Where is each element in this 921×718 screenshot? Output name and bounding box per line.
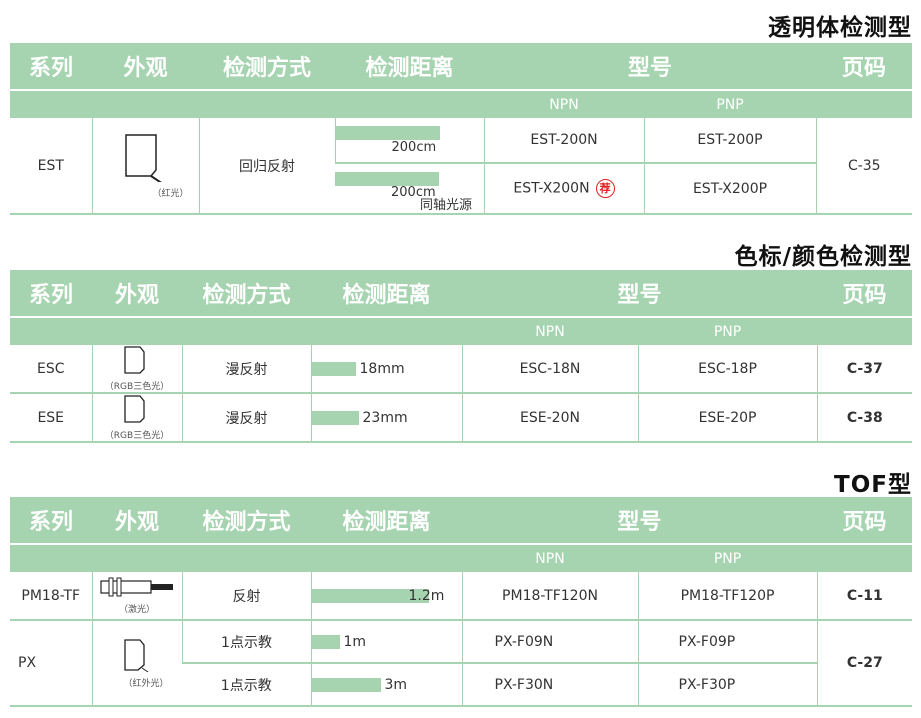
header-npn: NPN — [462, 544, 638, 572]
sensor-icon — [124, 638, 149, 672]
method-cell: 反射 — [181, 572, 311, 621]
npn-model: EST-X200N — [513, 180, 590, 197]
distance-bar — [335, 172, 439, 186]
table-row: ESC （RGB三色光） 漫反射 18mm ESC-18N ESC-18P C-… — [10, 345, 913, 394]
series-cell: PX — [10, 620, 92, 707]
distance-bar — [311, 361, 356, 376]
pnp-model: EST-200P — [643, 118, 817, 164]
distance-bar — [311, 677, 381, 692]
pnp-model: ESE-20P — [637, 393, 818, 443]
header-pnp: PNP — [644, 90, 817, 118]
page-cell: C-37 — [816, 345, 913, 394]
sensor-image: （RGB三色光） — [91, 393, 182, 443]
header-page: 页码 — [816, 43, 913, 91]
header-look: 外观 — [92, 497, 182, 545]
series-cell: ESE — [10, 393, 92, 443]
light-label: （激光） — [118, 605, 155, 615]
est-table: 系列 外观 检测方式 检测距离 型号 页码 NPN PNP EST （红光） 回… — [10, 43, 913, 215]
light-label: （RGB三色光） — [104, 382, 170, 392]
section-title: TOF型 — [834, 472, 912, 498]
distance-value: 200cm — [391, 140, 437, 155]
npn-model: PM18-TF120N — [461, 572, 638, 621]
header-model: 型号 — [484, 43, 817, 91]
method-cell: 1点示教 — [181, 620, 311, 664]
header-distance: 检测距离 — [335, 43, 484, 91]
distance-value: 1m — [343, 633, 367, 650]
distance-value: 23mm — [362, 409, 408, 426]
sensor-image: （RGB三色光） — [91, 345, 182, 394]
recommended-badge: 荐 — [595, 179, 615, 198]
header-npn: NPN — [484, 90, 644, 118]
distance-bar — [311, 634, 340, 649]
light-label: （红外光） — [123, 678, 169, 689]
npn-model: EST-200N — [483, 118, 644, 164]
light-label: （RGB三色光） — [104, 431, 170, 441]
table-row: 1点示教 3m PX-F30N PX-F30P — [10, 663, 912, 707]
header-look: 外观 — [92, 43, 199, 91]
section-title: 色标/颜色检测型 — [734, 244, 912, 270]
page-cell: C-11 — [816, 572, 913, 621]
series-cell: ESC — [10, 345, 92, 394]
table-row: PM18-TF （激光） 反射 1.2m PM18-TF120N PM18-TF… — [10, 572, 913, 621]
npn-model: PX-F30N — [461, 663, 638, 707]
light-label: （红光） — [152, 189, 189, 199]
pnp-model: PM18-TF120P — [637, 572, 818, 621]
distance-bar — [311, 410, 359, 425]
page-cell: C-38 — [816, 393, 913, 443]
sensor-image: （红光） — [91, 118, 199, 215]
sensor-icon — [124, 395, 145, 423]
table-row: PX （红外光） 1点示教 1m PX-F09N PX-F09P C-27 — [10, 620, 913, 707]
header-look: 外观 — [92, 270, 182, 318]
header-pnp: PNP — [638, 317, 818, 345]
header-method: 检测方式 — [182, 497, 311, 545]
table-row: 200cm 同轴光源 EST-X200N 荐 EST-X200P — [10, 163, 912, 215]
table-row: EST （红光） 回归反射 200cm EST-200N EST-200P C-… — [10, 118, 913, 215]
header-npn: NPN — [462, 317, 638, 345]
distance-bar — [335, 126, 440, 140]
pnp-model: PX-F30P — [637, 663, 818, 707]
npn-model: ESE-20N — [461, 393, 638, 443]
distance-value: 18mm — [359, 360, 405, 377]
table-row: ESE （RGB三色光） 漫反射 23mm ESE-20N ESE-20P C-… — [10, 393, 913, 443]
series-cell: PM18-TF — [10, 572, 92, 621]
header-model: 型号 — [462, 270, 818, 318]
pnp-model: ESC-18P — [637, 345, 818, 394]
method-cell: 1点示教 — [182, 663, 311, 707]
header-page: 页码 — [817, 497, 913, 545]
header-pnp: PNP — [638, 544, 818, 572]
distance-bar — [311, 588, 429, 603]
method-cell: 回归反射 — [198, 118, 335, 215]
cylinder-sensor-icon — [100, 577, 173, 597]
color-table: 系列 外观 检测方式 检测距离 型号 页码 NPN PNP ESC （RGB三色… — [10, 270, 913, 443]
sensor-icon — [124, 134, 164, 185]
header-method: 检测方式 — [182, 270, 311, 318]
page-cell: C-35 — [815, 118, 913, 215]
header-series: 系列 — [10, 497, 92, 545]
distance-note: 同轴光源 — [420, 198, 473, 213]
header-distance: 检测距离 — [311, 270, 462, 318]
sensor-image: （激光） — [91, 572, 182, 621]
series-cell: EST — [10, 118, 92, 215]
method-cell: 漫反射 — [181, 345, 311, 394]
tof-table: 系列 外观 检测方式 检测距离 型号 页码 NPN PNP PM18-TF （激… — [10, 497, 913, 707]
header-page: 页码 — [817, 270, 913, 318]
sensor-icon — [124, 346, 145, 374]
header-method: 检测方式 — [199, 43, 335, 91]
pnp-model: PX-F09P — [637, 620, 818, 664]
section-title: 透明体检测型 — [768, 15, 912, 41]
header-model: 型号 — [462, 497, 818, 545]
sensor-image: （红外光） — [91, 620, 182, 707]
header-series: 系列 — [10, 270, 92, 318]
distance-value: 3m — [384, 676, 408, 693]
header-distance: 检测距离 — [311, 497, 462, 545]
npn-model: ESC-18N — [461, 345, 638, 394]
header-series: 系列 — [10, 43, 92, 91]
distance-value: 1.2m — [408, 587, 445, 604]
page-cell: C-27 — [816, 620, 913, 707]
method-cell: 漫反射 — [181, 393, 311, 443]
distance-value: 200cm — [391, 185, 436, 200]
pnp-model: EST-X200P — [643, 163, 817, 215]
npn-model: PX-F09N — [461, 620, 638, 664]
